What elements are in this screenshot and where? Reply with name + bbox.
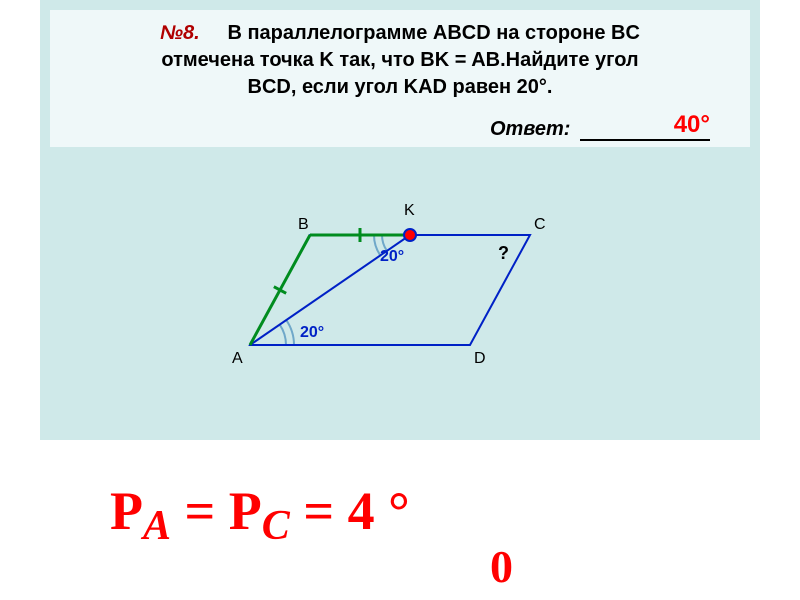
formula-4: 4 xyxy=(348,481,375,541)
answer-line: Ответ: 40° xyxy=(60,111,740,141)
formula-trailing: 0 xyxy=(490,540,513,593)
formula-sub-c: C xyxy=(262,503,290,549)
answer-label: Ответ: xyxy=(490,118,571,140)
formula-p2: Р xyxy=(229,481,262,541)
problem-line-2: BCD, если угол KAD равен 20°. xyxy=(248,76,553,98)
formula-eq2: = xyxy=(290,481,348,541)
formula-sub-a: A xyxy=(143,503,171,549)
formula: РA = РC = 4 ° 0 xyxy=(110,480,410,550)
label-a: A xyxy=(232,350,243,367)
angle-arc-kad-outer xyxy=(286,320,294,345)
formula-eq1: = xyxy=(171,481,229,541)
angle-question-text: ? xyxy=(498,243,509,263)
angle-bka-text: 20° xyxy=(380,248,404,265)
label-b: B xyxy=(298,216,309,233)
problem-text: №8. В параллелограмме ABCD на стороне BC… xyxy=(60,20,740,101)
stage: №8. В параллелограмме ABCD на стороне BC… xyxy=(0,0,800,600)
problem-box: №8. В параллелограмме ABCD на стороне BC… xyxy=(50,10,750,147)
answer-value: 40° xyxy=(674,111,710,138)
problem-line-0: В параллелограмме ABCD на стороне BC xyxy=(227,22,639,44)
point-k-marker xyxy=(404,229,416,241)
formula-deg: ° xyxy=(375,481,410,541)
angle-arc-kad-inner xyxy=(280,325,286,345)
label-k: K xyxy=(404,202,415,219)
angle-kad-text: 20° xyxy=(300,324,324,341)
geometry-figure: A B C D K 20° 20° ? xyxy=(220,195,580,395)
label-c: C xyxy=(534,216,546,233)
formula-p1: Р xyxy=(110,481,143,541)
problem-line-1: отмечена точка K так, что BK = AB.Найдит… xyxy=(161,49,638,71)
label-d: D xyxy=(474,350,486,367)
answer-blank: 40° xyxy=(580,111,710,141)
problem-number: №8. xyxy=(160,22,200,44)
